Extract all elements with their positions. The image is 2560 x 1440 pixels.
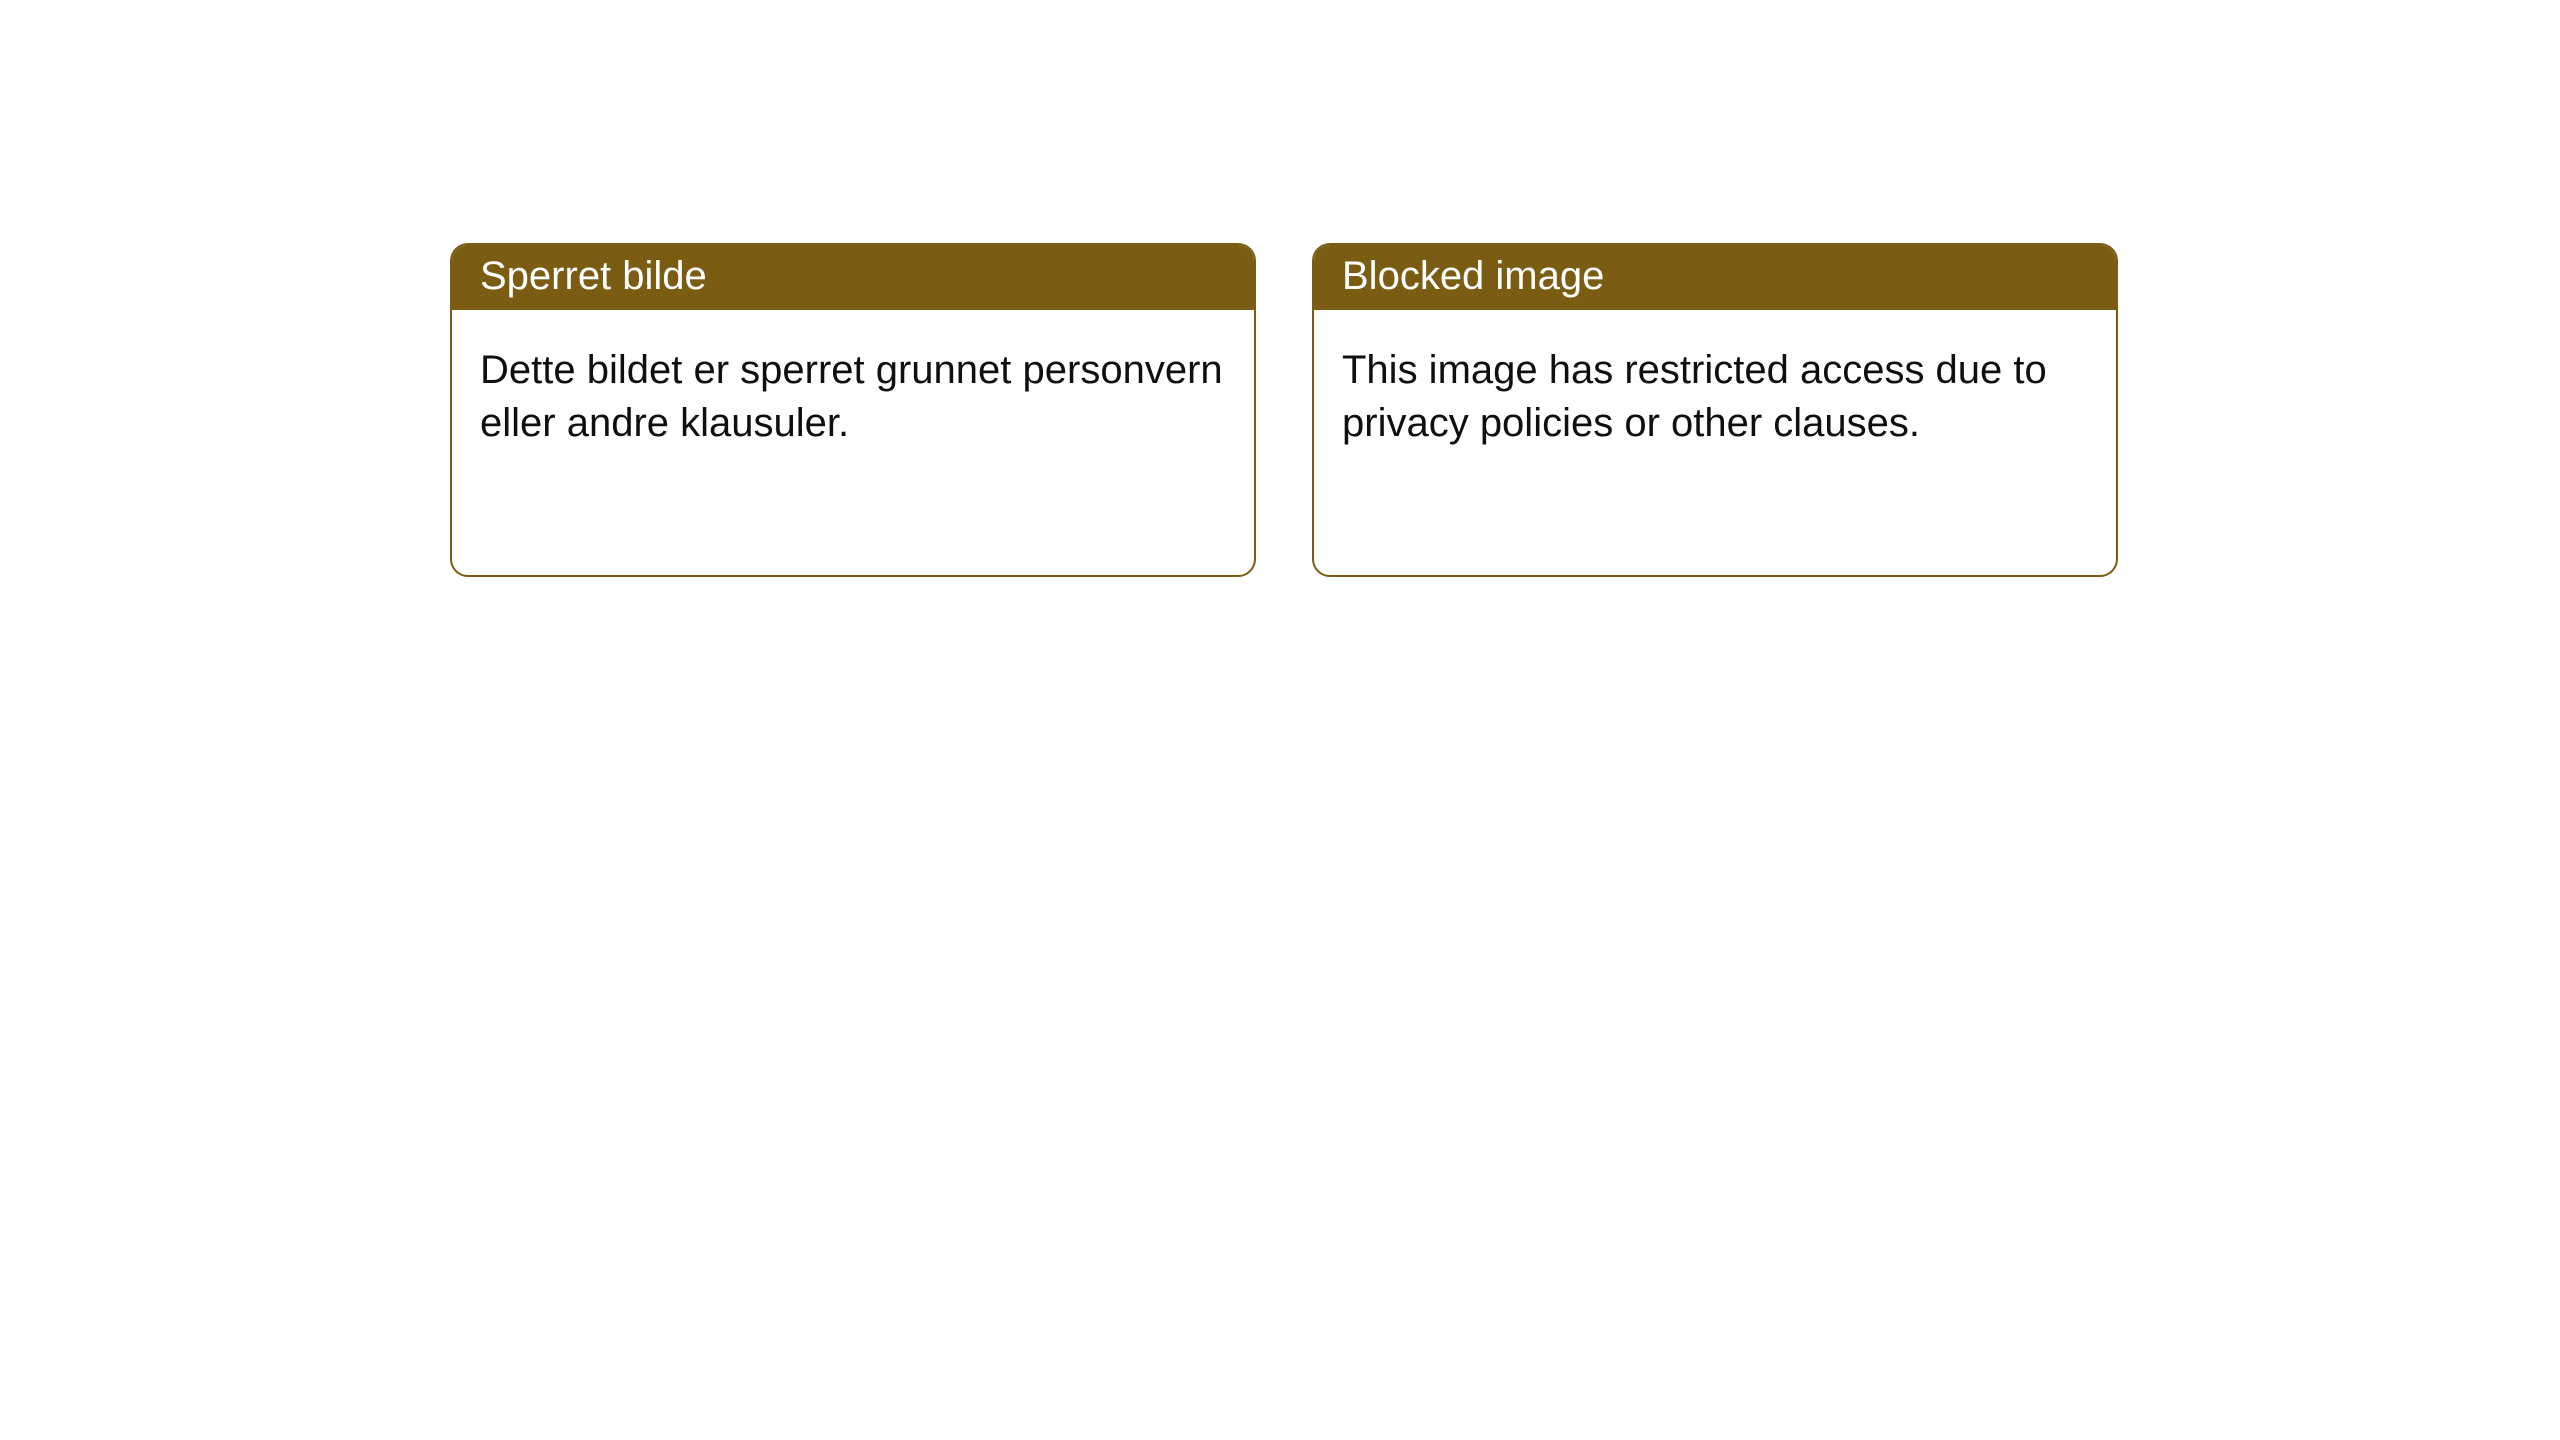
notice-body: Dette bildet er sperret grunnet personve… — [452, 310, 1254, 478]
notice-body: This image has restricted access due to … — [1314, 310, 2116, 478]
notice-container: Sperret bilde Dette bildet er sperret gr… — [450, 243, 2118, 577]
notice-card-norwegian: Sperret bilde Dette bildet er sperret gr… — [450, 243, 1256, 577]
notice-header: Sperret bilde — [452, 245, 1254, 310]
notice-card-english: Blocked image This image has restricted … — [1312, 243, 2118, 577]
notice-header: Blocked image — [1314, 245, 2116, 310]
